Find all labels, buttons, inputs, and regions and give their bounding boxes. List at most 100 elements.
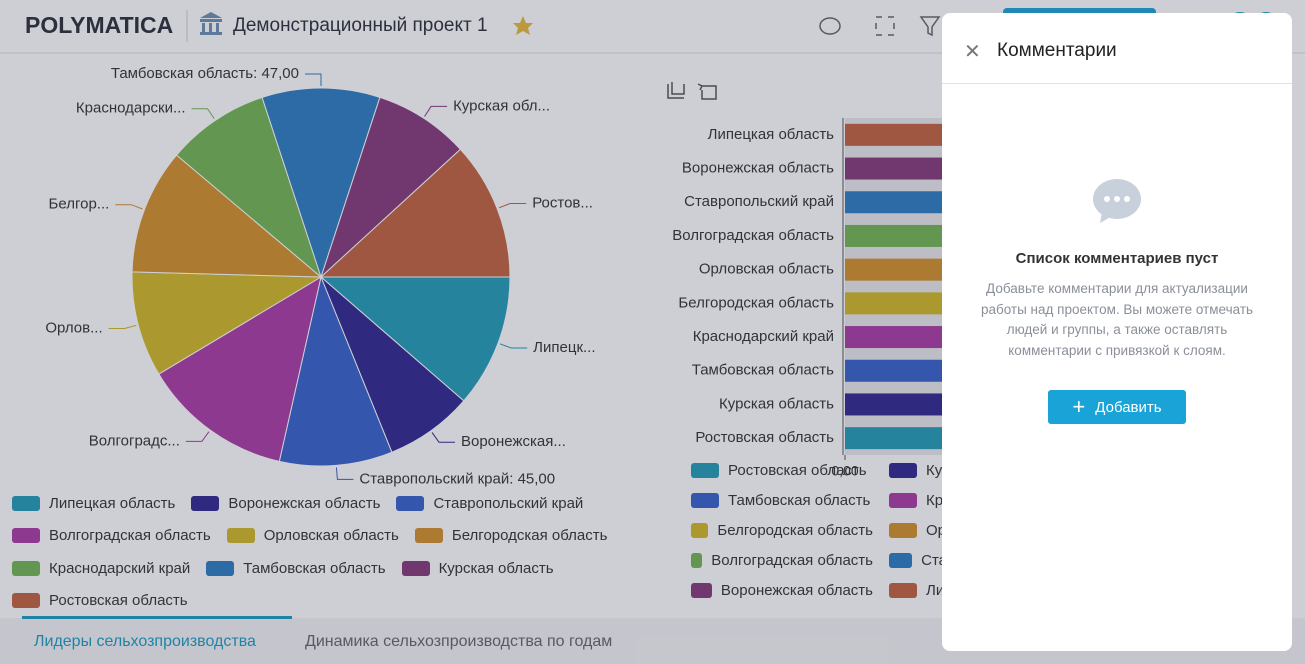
legend-label: Тамбовская область (728, 491, 871, 509)
legend-swatch (401, 560, 430, 576)
x-tick-label: 0,00 (831, 463, 858, 479)
legend-swatch (191, 495, 220, 511)
legend-item[interactable]: Воронежская область (691, 575, 873, 605)
y-tick-label: Волгоградская область (672, 227, 834, 244)
label-leader (115, 204, 143, 210)
legend-swatch (889, 552, 913, 568)
legend-item[interactable]: Курская область (401, 552, 554, 585)
logo[interactable]: POLYMATICA (25, 12, 173, 38)
legend-item[interactable]: Воронежская область (191, 487, 380, 520)
pie-slice (319, 276, 511, 402)
label-leader (431, 432, 455, 443)
legend-swatch (691, 462, 719, 478)
tab[interactable]: Динамика сельхозпроизводства по годам (305, 633, 612, 650)
empty-title: Список комментариев пуст (1015, 250, 1219, 267)
legend-item[interactable]: Липецкая область (12, 487, 175, 520)
pie-legend: Липецкая область Воронежская область Ставр… (12, 487, 652, 617)
legend-label: Тамбовская область (243, 559, 386, 577)
legend-swatch (889, 492, 917, 508)
legend-label: Воронежская область (228, 494, 381, 512)
legend-swatch (12, 560, 40, 576)
legend-swatch (889, 582, 917, 598)
y-tick-label: Краснодарский край (693, 328, 834, 345)
label-leader (191, 108, 215, 119)
y-tick-label: Воронежская область (682, 160, 834, 177)
pie-slice (261, 87, 381, 279)
pie-slice (131, 271, 323, 375)
favorite-star[interactable] (513, 16, 533, 35)
close-button[interactable]: ✕ (964, 41, 981, 63)
legend-label: Ростовская область (49, 592, 188, 610)
comments-icon[interactable] (819, 17, 841, 35)
legend-swatch (12, 528, 40, 544)
add-button-label: Добавить (1095, 398, 1162, 416)
legend-swatch (12, 593, 40, 609)
legend-item[interactable]: Белгородская область (414, 520, 608, 553)
legend-item[interactable]: Краснодарский край (12, 552, 190, 585)
slice-label: Воронежская... (461, 433, 566, 450)
slice-label: Краснодарски... (76, 100, 186, 117)
legend-swatch (396, 495, 425, 511)
legend-item[interactable]: Белгородская область (691, 515, 873, 545)
legend-item[interactable]: Орловская область (226, 520, 399, 553)
label-leader (185, 431, 210, 442)
label-leader (335, 467, 354, 480)
slice-label: Липецк... (533, 339, 595, 356)
legend-item[interactable]: Тамбовская область (691, 485, 873, 515)
filter-icon[interactable] (919, 16, 941, 37)
y-tick-label: Курская область (719, 395, 834, 412)
legend-item[interactable]: Ростовская область (691, 455, 873, 485)
pie-slice (278, 275, 393, 467)
legend-label: Воронежская область (720, 581, 873, 599)
label-leader (498, 202, 527, 209)
project-title: Демонстрационный проект 1 (233, 15, 488, 36)
legend-label: Ставропольский край (433, 494, 584, 512)
legend-item[interactable]: Тамбовская область (206, 552, 386, 585)
pie-slice (319, 96, 462, 279)
legend-item[interactable]: Ставропольский край (396, 487, 583, 520)
legend-label: Волгоградская область (49, 527, 211, 545)
empty-icon (1093, 179, 1141, 223)
pie-slice (319, 148, 511, 278)
slice-label: Ставропольский край: 45,00 (359, 470, 555, 487)
y-tick-label: Тамбовская область (692, 362, 834, 379)
slice-label: Ростов... (532, 194, 593, 211)
y-tick-label: Ставропольский край (684, 193, 834, 210)
active-tab-indicator (22, 616, 292, 619)
legend-item[interactable]: Волгоградская область (12, 520, 211, 553)
legend-swatch (691, 552, 703, 568)
panel-title: Комментарии (997, 40, 1117, 61)
pie-slice (158, 275, 322, 462)
legend-item[interactable]: Ростовская область (12, 585, 188, 618)
legend-item[interactable]: Волгоградская область (691, 545, 873, 575)
y-tick-label: Белгородская область (678, 294, 834, 311)
legend-swatch (889, 522, 917, 538)
add-button[interactable]: + Добавить (1048, 390, 1186, 424)
legend-label: Белгородская область (451, 527, 608, 545)
panel-divider (942, 83, 1292, 84)
legend-swatch (414, 528, 443, 544)
legend-label: Ростовская область (728, 461, 867, 479)
legend-swatch (889, 462, 917, 478)
legend-swatch (12, 495, 40, 511)
slice-label: Волгоградс... (89, 432, 180, 449)
legend-swatch (226, 528, 255, 544)
label-leader (305, 73, 322, 86)
label-leader (108, 324, 137, 329)
comments-panel: ✕ Комментарии Список комментариев пуст Д… (942, 13, 1292, 651)
rotate-icon[interactable] (697, 83, 717, 100)
slice-label: Орлов... (45, 319, 102, 336)
tab[interactable]: Лидеры сельхозпроизводства (34, 633, 256, 650)
plus-icon: + (1072, 394, 1086, 419)
chart-toolbar (667, 82, 717, 100)
legend-swatch (691, 492, 719, 508)
label-leader (499, 343, 528, 349)
legend-swatch (206, 560, 235, 576)
legend-label: Волгоградская область (711, 551, 873, 569)
y-tick-label: Орловская область (699, 261, 834, 278)
legend-swatch (691, 522, 709, 538)
fullscreen-icon[interactable] (875, 16, 895, 36)
crop-icon[interactable] (667, 82, 685, 99)
legend-label: Краснодарский край (49, 559, 191, 577)
pie-slice (131, 154, 323, 278)
